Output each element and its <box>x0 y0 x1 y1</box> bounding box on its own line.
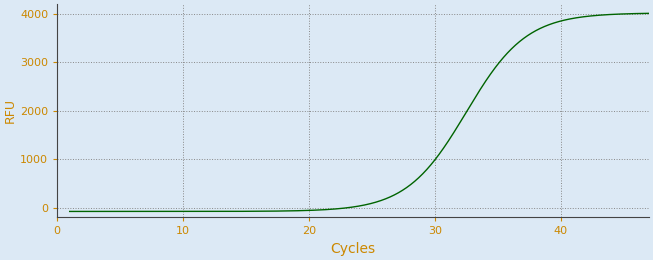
X-axis label: Cycles: Cycles <box>330 242 375 256</box>
Y-axis label: RFU: RFU <box>4 98 17 123</box>
